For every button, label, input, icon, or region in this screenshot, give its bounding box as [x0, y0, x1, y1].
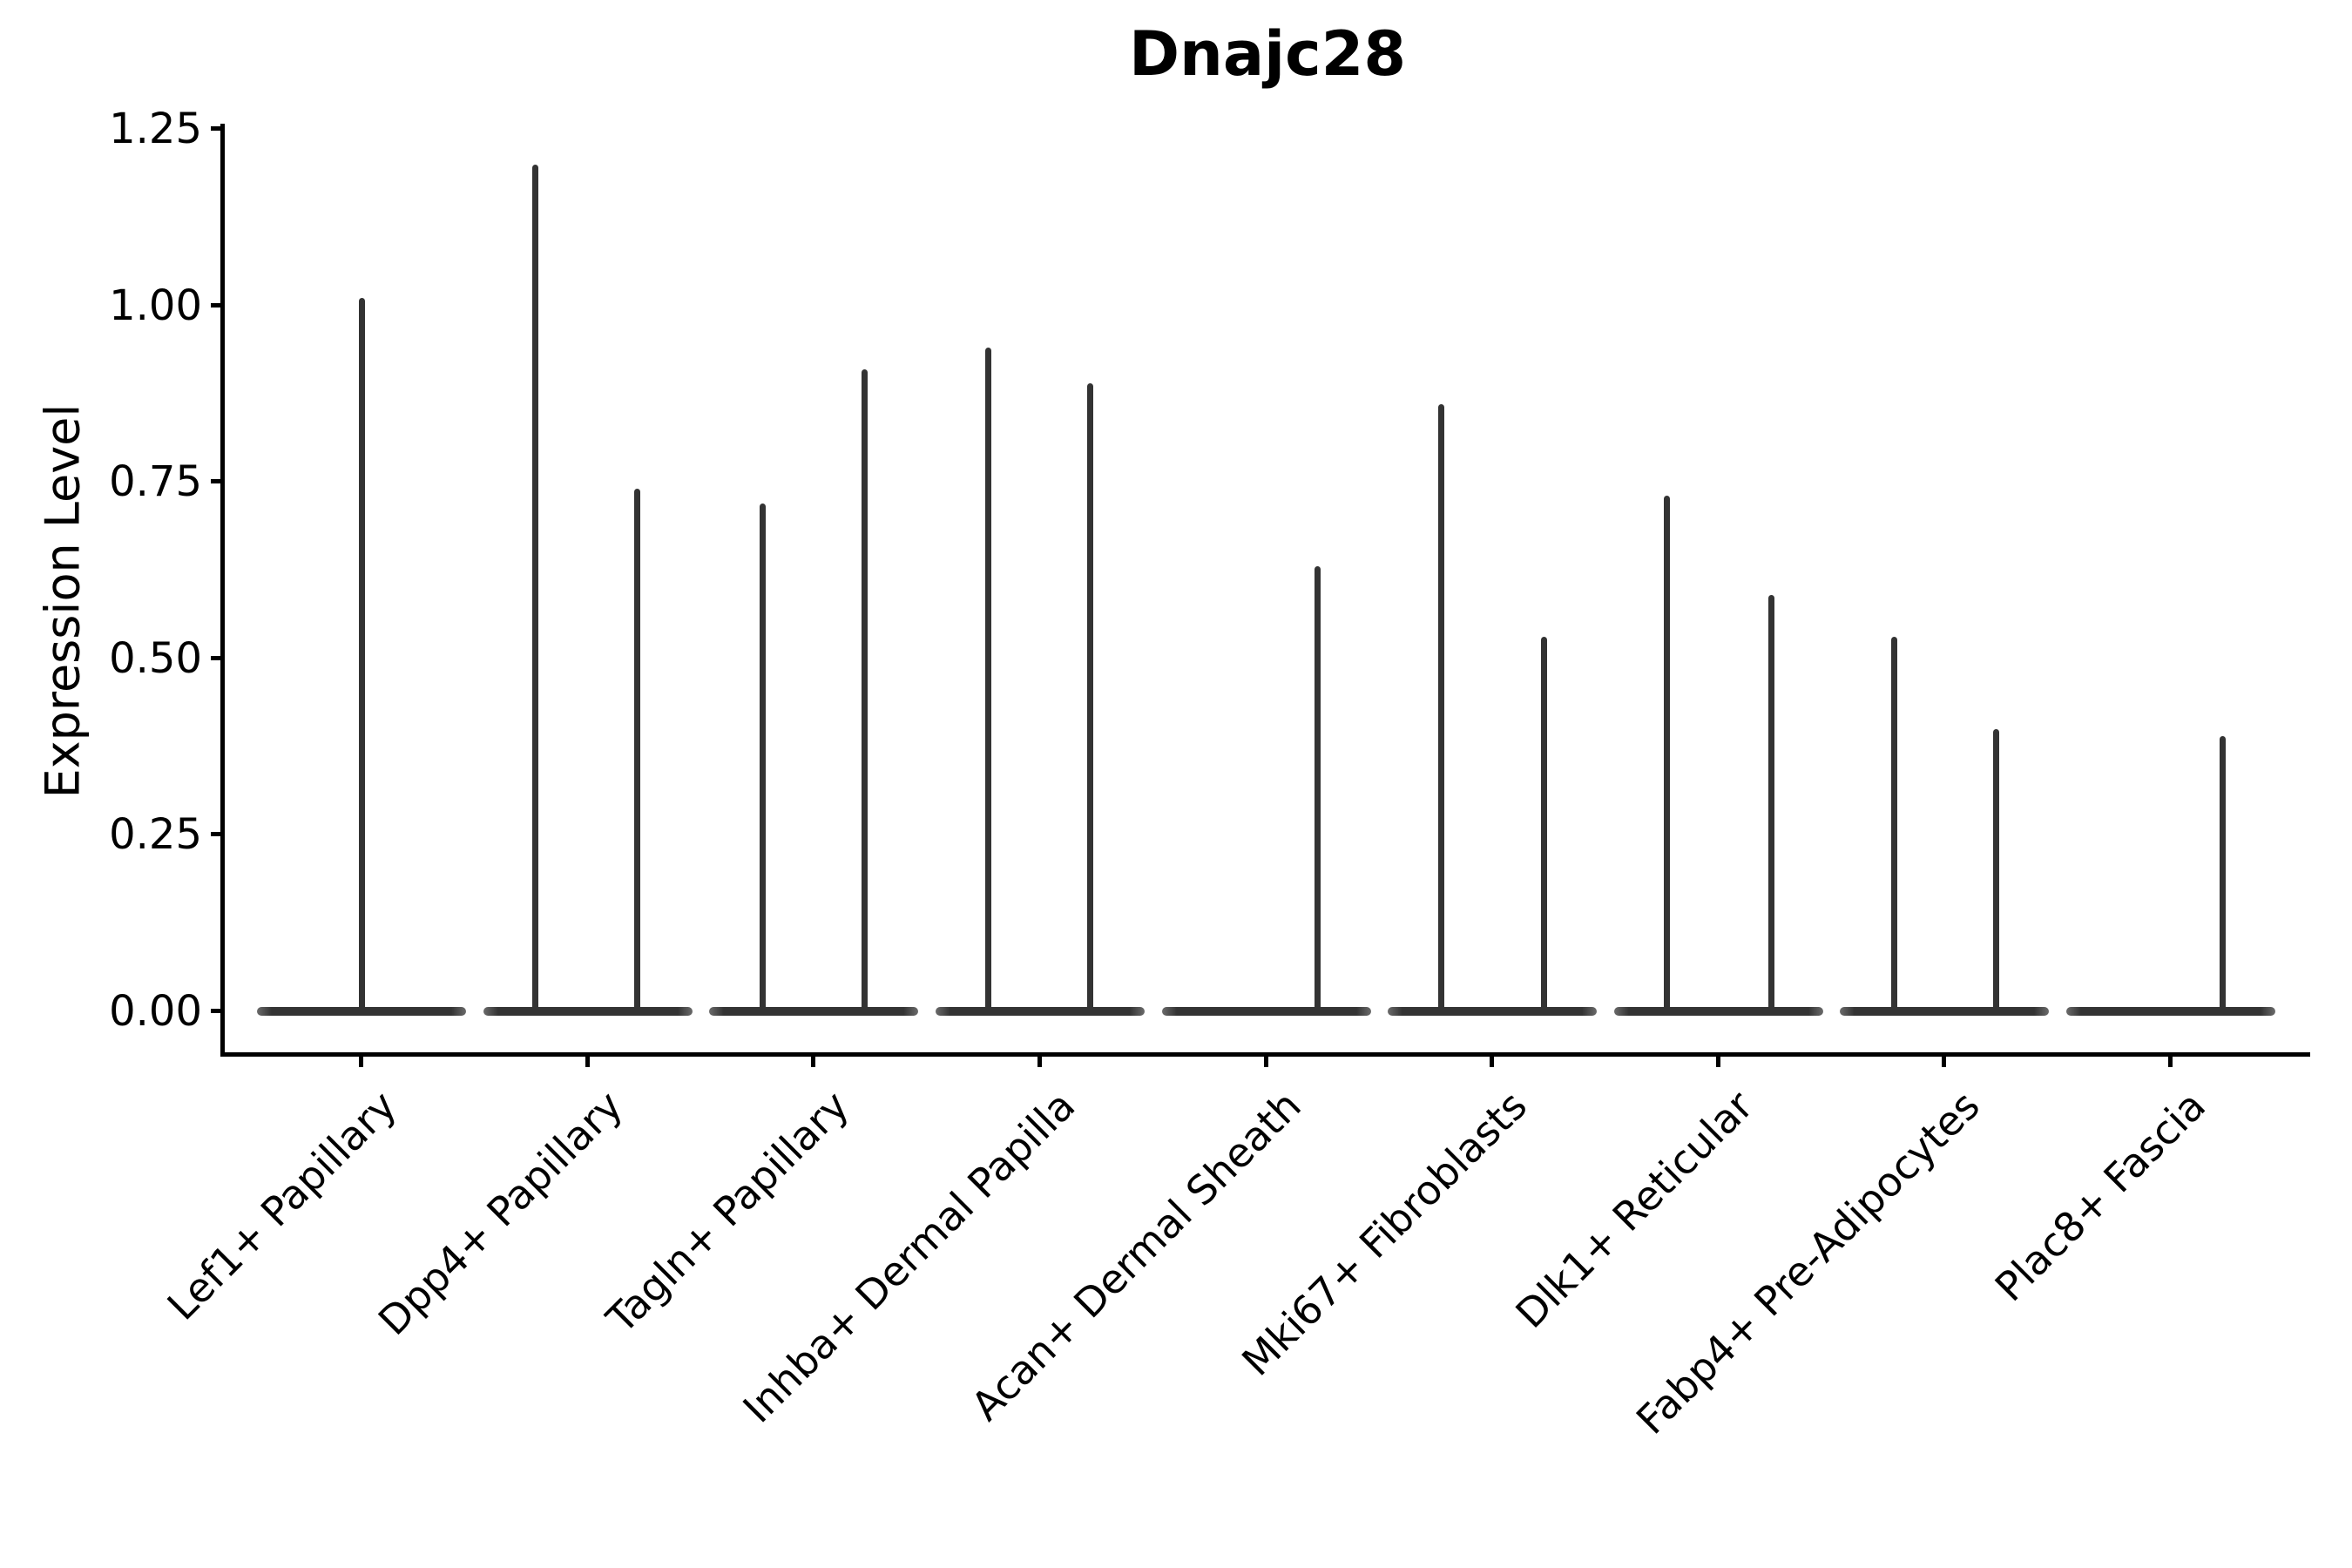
violin-spike: [1992, 728, 1999, 1014]
plot-title: Dnajc28: [1128, 18, 1407, 90]
y-tick-mark: [211, 1009, 225, 1013]
y-tick-label: 1.25: [109, 105, 202, 153]
x-tick-mark: [359, 1052, 363, 1067]
x-tick-label: Tagln+ Papillary: [597, 1081, 858, 1342]
violin-spike: [1087, 382, 1094, 1014]
violin-base: [1613, 1007, 1823, 1016]
y-tick-mark: [211, 126, 225, 131]
x-tick-label: Dpp4+ Papillary: [368, 1081, 632, 1345]
y-tick-label: 0.75: [109, 457, 202, 507]
violin-spike: [358, 298, 365, 1014]
y-axis-spine: [220, 124, 225, 1057]
violin-base: [1840, 1007, 2050, 1016]
y-tick-label: 0.25: [109, 810, 202, 860]
violin-spike: [1890, 637, 1897, 1014]
violin-spike: [985, 348, 992, 1014]
y-axis-label: Expression Level: [35, 403, 91, 799]
x-tick-label: Plac8+ Fascia: [1985, 1081, 2215, 1311]
y-tick-mark: [211, 479, 225, 484]
x-tick-mark: [1715, 1052, 1720, 1067]
x-tick-label: Dlk1+ Reticular: [1506, 1081, 1762, 1338]
x-tick-mark: [585, 1052, 590, 1067]
violin-base: [935, 1007, 1145, 1016]
violin-spike: [1768, 594, 1775, 1014]
violin-base: [709, 1007, 919, 1016]
y-tick-mark: [211, 832, 225, 837]
violin-spike: [1664, 496, 1671, 1014]
violin-spike: [759, 503, 766, 1014]
violin-spike: [2219, 735, 2226, 1014]
y-tick-label: 0.50: [109, 633, 202, 683]
x-tick-mark: [1037, 1052, 1042, 1067]
violin-spike: [1437, 404, 1444, 1014]
violin-base: [2066, 1007, 2275, 1016]
x-tick-mark: [2168, 1052, 2173, 1067]
x-tick-mark: [811, 1052, 816, 1067]
violin-spike: [634, 489, 641, 1014]
violin-spike: [1540, 637, 1547, 1014]
x-tick-mark: [1263, 1052, 1268, 1067]
y-tick-mark: [211, 655, 225, 660]
violin-base: [1388, 1007, 1598, 1016]
x-tick-mark: [1490, 1052, 1495, 1067]
y-tick-label: 0.00: [109, 987, 202, 1036]
y-tick-mark: [211, 302, 225, 308]
x-tick-mark: [1942, 1052, 1947, 1067]
violin-base: [483, 1007, 693, 1016]
violin-spike: [1315, 566, 1321, 1014]
violin-spike: [861, 368, 868, 1014]
violin-spike: [532, 164, 539, 1014]
y-tick-label: 1.00: [109, 280, 202, 330]
violin-base: [1161, 1007, 1371, 1016]
x-tick-label: Lef1+ Papillary: [158, 1081, 406, 1329]
